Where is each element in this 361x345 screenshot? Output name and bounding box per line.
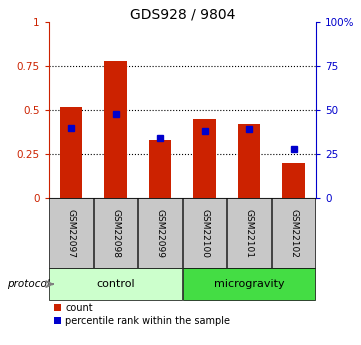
Bar: [139, 198, 182, 268]
Bar: [60, 107, 82, 198]
Text: GSM22101: GSM22101: [245, 208, 253, 258]
Bar: [49, 268, 182, 300]
Text: GSM22102: GSM22102: [289, 209, 298, 257]
Text: GSM22097: GSM22097: [66, 208, 75, 258]
Bar: [49, 198, 92, 268]
Text: GSM22099: GSM22099: [156, 208, 165, 258]
Bar: [104, 61, 127, 198]
Bar: [94, 198, 137, 268]
Bar: [227, 198, 271, 268]
Bar: [183, 268, 315, 300]
Text: GSM22098: GSM22098: [111, 208, 120, 258]
Bar: [272, 198, 315, 268]
Text: control: control: [96, 279, 135, 289]
Legend: count, percentile rank within the sample: count, percentile rank within the sample: [53, 303, 230, 326]
Bar: [149, 140, 171, 198]
Text: microgravity: microgravity: [214, 279, 284, 289]
Title: GDS928 / 9804: GDS928 / 9804: [130, 7, 235, 21]
Text: protocol: protocol: [7, 279, 49, 289]
Bar: [193, 119, 216, 198]
Text: GSM22100: GSM22100: [200, 208, 209, 258]
Bar: [238, 124, 260, 198]
Bar: [183, 198, 226, 268]
Bar: [282, 163, 305, 198]
